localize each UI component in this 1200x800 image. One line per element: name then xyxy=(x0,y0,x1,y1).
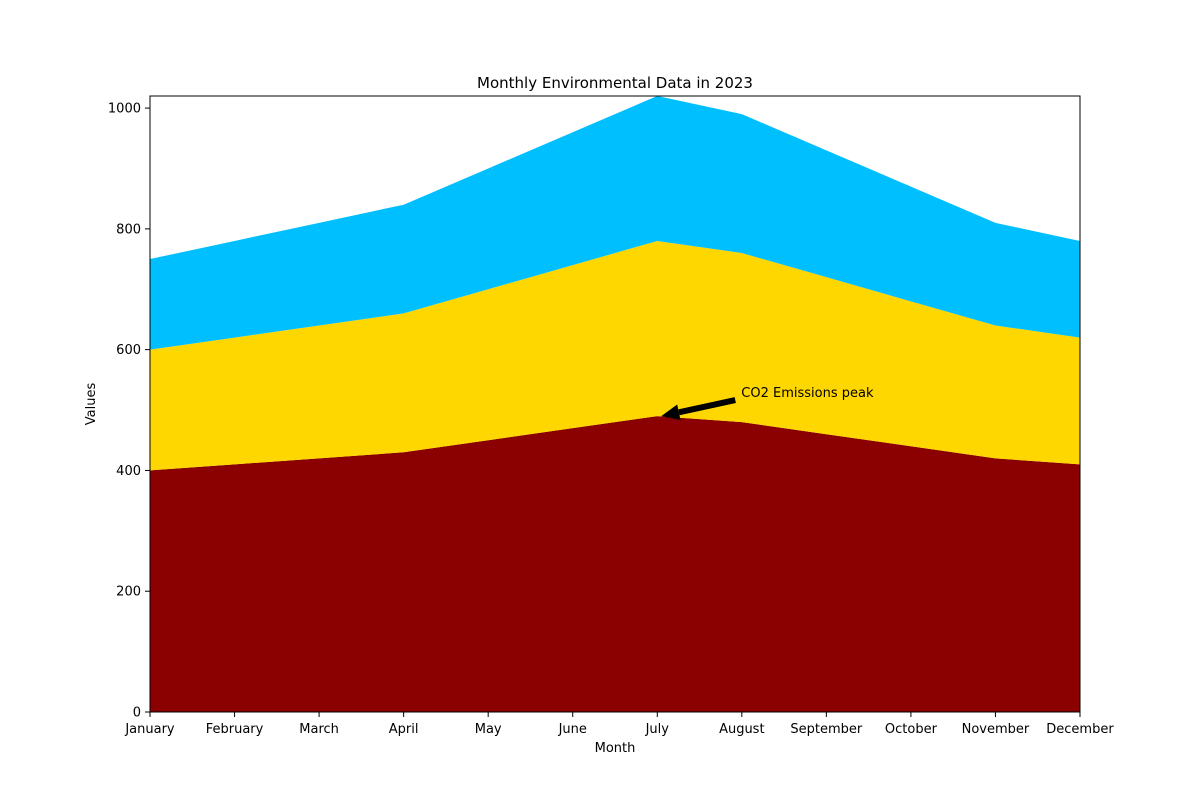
x-tick-label: January xyxy=(124,722,175,737)
area-series-1 xyxy=(150,416,1080,712)
x-tick-label: December xyxy=(1046,722,1114,737)
x-tick-label: November xyxy=(962,722,1030,737)
y-axis-title: Values xyxy=(84,383,99,426)
y-tick-label: 600 xyxy=(116,343,141,358)
y-tick-label: 800 xyxy=(116,222,141,237)
x-tick-label: March xyxy=(299,722,339,737)
y-tick-label: 1000 xyxy=(108,102,141,117)
x-tick-label: August xyxy=(719,722,765,737)
y-axis: 0 200 400 600 800 1000 xyxy=(108,102,150,721)
x-tick-label: June xyxy=(558,722,587,737)
x-tick-label: October xyxy=(885,722,938,737)
y-tick-label: 200 xyxy=(116,585,141,600)
x-tick-label: September xyxy=(790,722,863,737)
x-axis-title: Month xyxy=(595,741,636,756)
y-tick-label: 0 xyxy=(133,706,141,721)
x-tick-label: February xyxy=(206,722,264,737)
y-tick-label: 400 xyxy=(116,464,141,479)
x-tick-label: April xyxy=(389,722,419,737)
chart-title: Monthly Environmental Data in 2023 xyxy=(477,74,753,92)
x-tick-label: May xyxy=(475,722,502,737)
x-tick-label: July xyxy=(645,722,670,737)
annotation-label: CO2 Emissions peak xyxy=(741,386,874,401)
x-axis: January February March April May June July Augu… xyxy=(124,712,1114,737)
area-series-group xyxy=(150,96,1080,712)
